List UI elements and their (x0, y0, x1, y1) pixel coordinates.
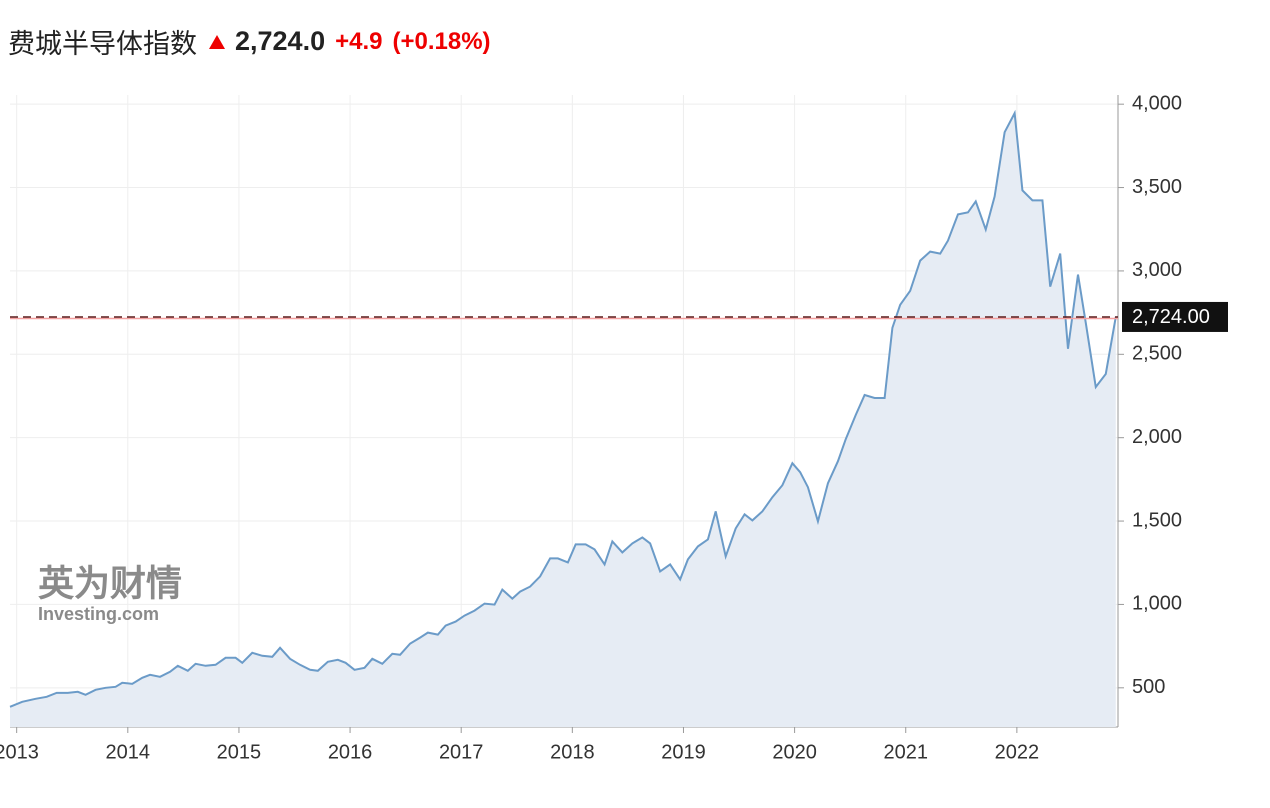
y-tick-label: 3,500 (1132, 176, 1182, 198)
x-tick-label: 2014 (106, 741, 151, 763)
x-tick-label: 2017 (439, 741, 484, 763)
line (9, 109, 1117, 708)
x-tick-label: 2022 (995, 741, 1040, 763)
y-tick-label: 2,000 (1132, 426, 1182, 448)
x-tick-label: 2019 (661, 741, 706, 763)
area (10, 113, 1116, 727)
up-arrow (209, 34, 225, 49)
plot: 500 1,000 1,500 2,000 2,500 3,000 3,500 4,000 20… (0, 92, 1228, 763)
change: +4.9 (335, 27, 383, 55)
x-tick-label: 2016 (328, 741, 373, 763)
x-tick-label: 2013 (0, 741, 39, 763)
x-tick-label: 2018 (550, 741, 595, 763)
y-tick-label: 500 (1132, 676, 1165, 698)
header: 费城半导体指数 2,724.0 +4.9 (+0.18%) (8, 22, 491, 61)
x-tick-label: 2015 (217, 741, 262, 763)
x-tick-label: 2020 (772, 741, 817, 763)
y-tick-label: 1,000 (1132, 593, 1182, 615)
y-tick-label: 1,500 (1132, 509, 1182, 531)
x-tick-label: 2021 (883, 741, 928, 763)
watermark: Investing.com (38, 604, 159, 624)
y-tick-label: 3,000 (1132, 259, 1182, 281)
current-value-label: 2,724.00 (1132, 306, 1210, 328)
y-tick-label: 4,000 (1132, 92, 1182, 114)
current-value-box (1122, 301, 1228, 332)
y-tick-label: 2,500 (1132, 343, 1182, 365)
watermark: 英为财情 (38, 563, 182, 604)
change-percent: (+0.18%) (392, 27, 491, 55)
price: 2,724.0 (235, 26, 326, 56)
chart-title: 费城半导体指数 (8, 29, 197, 59)
